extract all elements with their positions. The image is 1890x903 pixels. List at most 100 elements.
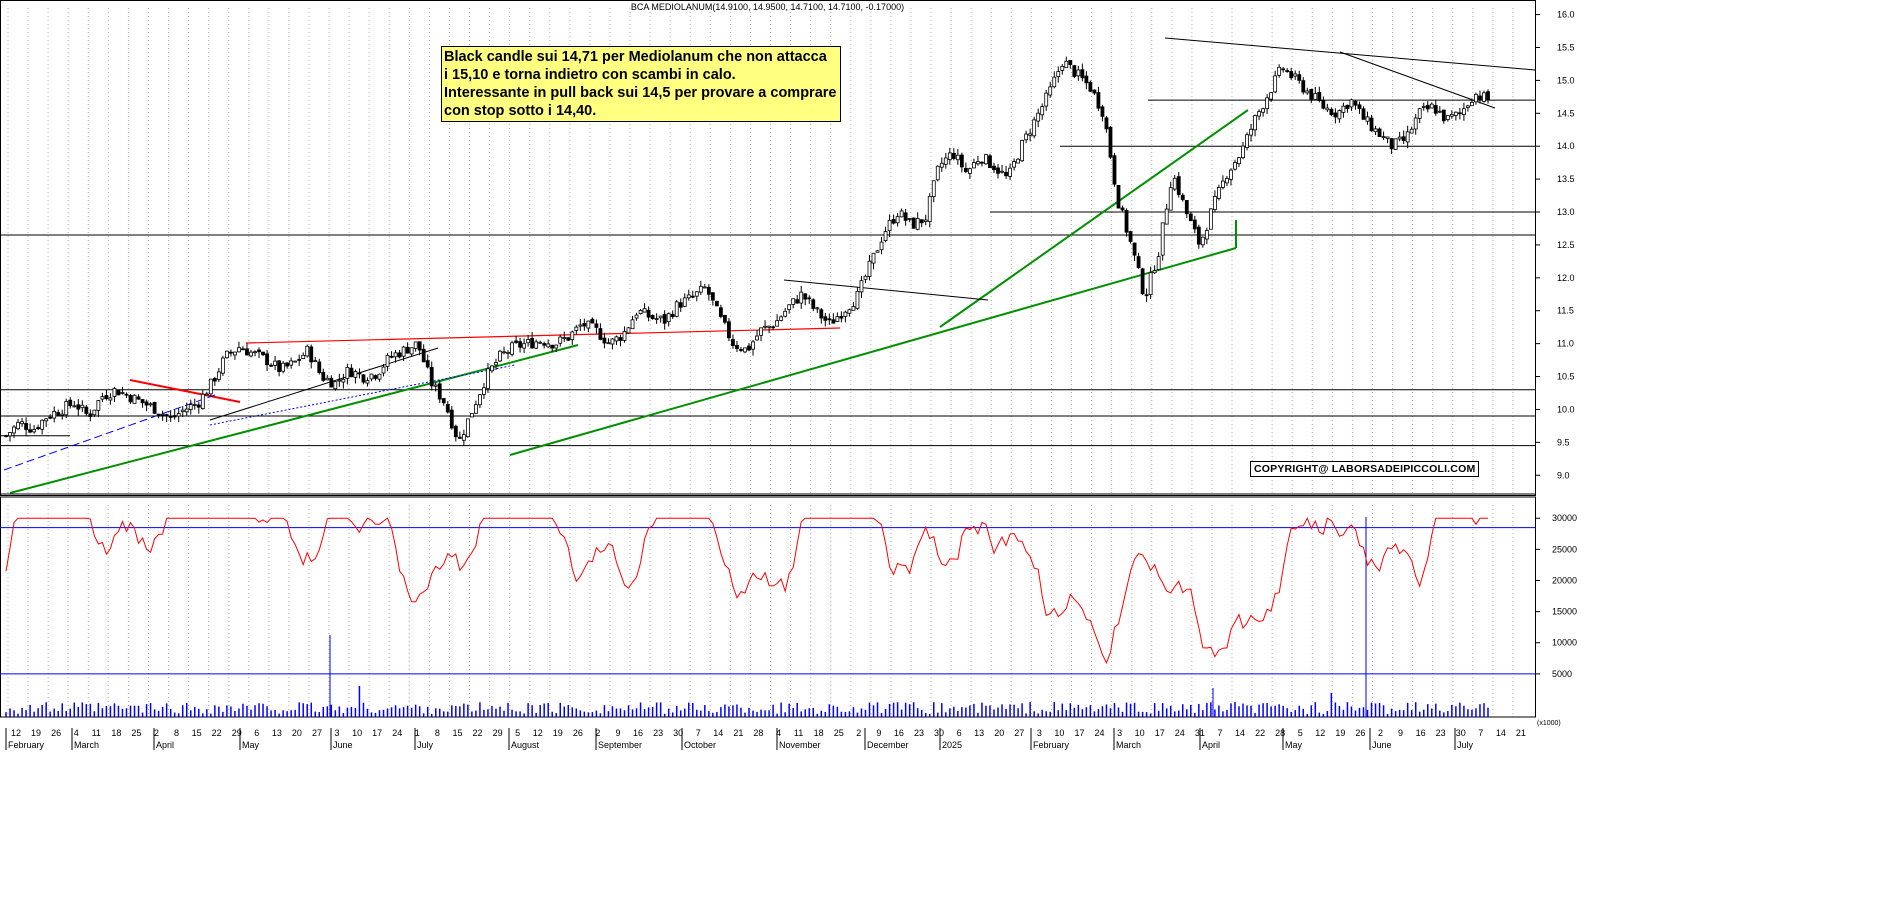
candle-body bbox=[1285, 70, 1290, 73]
candle-body bbox=[48, 416, 53, 419]
x-day-label: 21 bbox=[1516, 728, 1526, 738]
candle-body bbox=[1044, 92, 1049, 107]
candle-body bbox=[429, 367, 434, 387]
x-day-label: 13 bbox=[974, 728, 984, 738]
y-tick-label: 12.5 bbox=[1557, 240, 1575, 250]
candle-body bbox=[401, 346, 406, 357]
note-line-2: i 15,10 e torna indietro con scambi in c… bbox=[444, 67, 736, 83]
candle-body bbox=[638, 310, 643, 315]
y-tick-label: 14.0 bbox=[1557, 141, 1575, 151]
candle-body bbox=[1221, 180, 1225, 188]
candle-body bbox=[40, 419, 45, 430]
candle-body bbox=[381, 366, 386, 374]
candle-body bbox=[156, 413, 161, 416]
candle-body bbox=[1004, 171, 1008, 177]
candle-body bbox=[907, 218, 912, 220]
candle-body bbox=[714, 300, 719, 307]
candle-body bbox=[723, 315, 727, 323]
candle-body bbox=[831, 319, 836, 324]
candle-body bbox=[1008, 167, 1012, 177]
candle-body bbox=[325, 377, 330, 381]
candle-body bbox=[1433, 105, 1438, 114]
candle-body bbox=[968, 168, 972, 174]
candle-body bbox=[1124, 209, 1129, 233]
candle-body bbox=[743, 347, 747, 353]
trendline-green bbox=[939, 109, 1249, 328]
candle-body bbox=[871, 252, 876, 264]
x-day-label: 19 bbox=[31, 728, 41, 738]
candle-body bbox=[1164, 208, 1169, 225]
candle-body bbox=[148, 403, 153, 406]
candle-body bbox=[1000, 170, 1004, 173]
analysis-note: Black candle sui 14,71 per Mediolanum ch… bbox=[441, 46, 841, 122]
candle-body bbox=[349, 367, 354, 378]
candle-body bbox=[417, 341, 422, 351]
x-month-label: February bbox=[8, 740, 45, 750]
x-day-label: 4 bbox=[776, 728, 781, 738]
candle-body bbox=[795, 299, 800, 304]
candle-body bbox=[843, 311, 848, 317]
candle-body bbox=[718, 307, 723, 317]
trendline-blue-dashed bbox=[3, 394, 216, 471]
candle-body bbox=[1309, 89, 1314, 100]
y-tick-label: 10.0 bbox=[1557, 404, 1575, 414]
candle-body bbox=[895, 216, 900, 224]
y-tick-label: 13.5 bbox=[1557, 174, 1575, 184]
candle-body bbox=[562, 337, 567, 339]
indicator-y-tick-label: 25000 bbox=[1552, 544, 1577, 554]
candle-body bbox=[658, 315, 663, 319]
x-month-label: November bbox=[779, 740, 821, 750]
x-day-label: 11 bbox=[92, 728, 101, 738]
candle-body bbox=[216, 371, 221, 380]
x-day-label: 17 bbox=[1155, 728, 1165, 738]
candle-body bbox=[1482, 92, 1486, 102]
candle-body bbox=[702, 286, 707, 289]
candle-body bbox=[393, 352, 398, 358]
candle-body bbox=[124, 393, 129, 396]
candle-body bbox=[1144, 294, 1149, 297]
candle-body bbox=[433, 384, 438, 387]
candle-body bbox=[1229, 169, 1233, 180]
candle-body bbox=[947, 152, 952, 160]
candle-body bbox=[550, 344, 555, 349]
indicator-y-tick-label: 20000 bbox=[1552, 575, 1577, 585]
candle-body bbox=[72, 405, 77, 408]
candle-body bbox=[1273, 75, 1278, 93]
candle-body bbox=[68, 399, 73, 407]
candle-body bbox=[1108, 126, 1113, 158]
candle-body bbox=[634, 314, 639, 319]
x-day-label: 5 bbox=[515, 728, 520, 738]
candle-body bbox=[1361, 108, 1366, 120]
x-day-label: 28 bbox=[753, 728, 763, 738]
candle-body bbox=[855, 290, 860, 309]
candle-body bbox=[1405, 131, 1410, 143]
candle-body bbox=[305, 345, 310, 357]
candle-body bbox=[783, 310, 788, 317]
candle-body bbox=[1449, 114, 1454, 117]
candle-body bbox=[1429, 103, 1434, 109]
note-line-4: con stop sotto i 14,40. bbox=[444, 103, 597, 119]
x-day-label: 18 bbox=[111, 728, 121, 738]
candle-body bbox=[425, 360, 430, 368]
x-day-label: 18 bbox=[814, 728, 824, 738]
x-day-label: 20 bbox=[292, 728, 302, 738]
candle-body bbox=[586, 320, 591, 329]
x-day-label: 14 bbox=[1235, 728, 1245, 738]
candle-body bbox=[1012, 161, 1016, 168]
candle-body bbox=[939, 162, 944, 168]
candle-body bbox=[976, 161, 980, 165]
candle-body bbox=[1072, 65, 1077, 77]
candle-body bbox=[200, 393, 205, 409]
y-tick-label: 14.5 bbox=[1557, 108, 1575, 118]
candle-body bbox=[698, 285, 703, 293]
candle-body bbox=[955, 154, 960, 161]
candle-body bbox=[413, 341, 418, 349]
candle-body bbox=[490, 365, 494, 372]
x-day-label: 7 bbox=[696, 728, 701, 738]
candle-body bbox=[891, 219, 896, 224]
candle-body bbox=[839, 315, 844, 319]
candle-body bbox=[1080, 69, 1085, 79]
candle-body bbox=[546, 343, 551, 348]
x-day-label: 19 bbox=[553, 728, 563, 738]
candle-body bbox=[389, 355, 394, 358]
